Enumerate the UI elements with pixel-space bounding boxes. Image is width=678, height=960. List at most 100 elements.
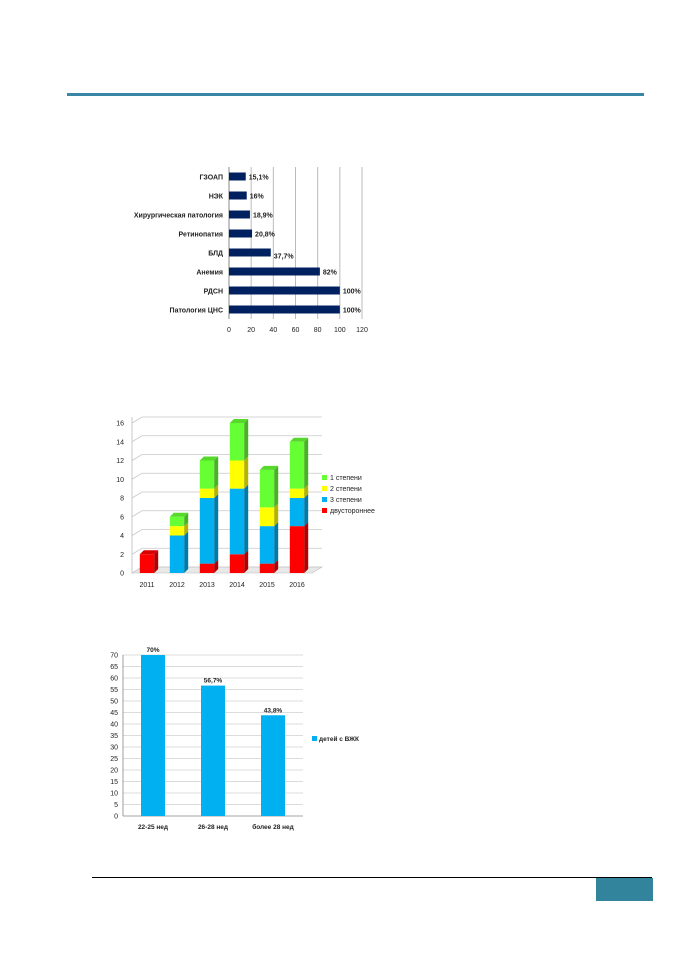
bar-segment-side [304,437,309,489]
bar-segment [289,488,305,498]
legend-label: 1 степени [330,475,362,482]
bar-top [169,512,189,517]
bar-segment [169,526,185,536]
header-rule [67,93,644,96]
data-label: 16% [250,194,265,201]
bar-segment-side [304,484,309,498]
data-label: 82% [323,270,338,277]
y-tick-label: 14 [116,439,124,446]
bar-segment [259,507,275,527]
bar-segment-side [244,456,249,489]
legend-swatch [322,475,327,480]
bar-top [139,550,159,555]
bar-segment-side [184,531,189,573]
y-gridline [131,416,322,424]
bar [229,229,253,238]
bar-segment-side [214,456,219,489]
y-tick-label: 5 [114,802,118,809]
bar-segment-side [274,559,279,573]
y-tick-label: 65 [110,664,118,671]
x-tick-label: 2014 [229,582,245,589]
y-tick-label: 0 [114,814,118,821]
bar-segment-side [304,494,309,527]
x-tick-label: 2015 [259,582,275,589]
y-tick-label: 60 [110,676,118,683]
y-tick-label: 45 [110,710,118,717]
y-tick-label: 2 [120,552,124,559]
data-label: 20,8% [255,232,276,239]
bar [229,267,320,276]
legend-label: 2 степени [330,486,362,493]
legend-swatch [322,497,327,502]
data-label: 15,1% [249,175,270,182]
bar-segment [259,563,275,573]
bar [229,191,247,200]
bar-segment [229,460,245,489]
bar-top [199,456,219,461]
complications-bar-chart: 0 20 40 60 80 100 120 ГЗОАП 15,1% НЭК 16% Хирургиче… [134,167,368,334]
x-tick-label: 2011 [139,582,154,589]
data-label: 37,7% [274,254,295,261]
x-tick-label: 2013 [199,582,215,589]
y-tick-label: 40 [110,722,118,729]
legend-label: двустороннее [330,508,375,515]
y-tick-label: 55 [110,687,118,694]
bar-segment [169,516,185,527]
data-label: 18,9% [253,213,274,220]
y-tick-label: 10 [116,477,124,484]
x-tick-label: 2012 [169,582,185,589]
x-tick-label: 22-25 нед [138,824,168,831]
bar-segment-side [184,522,189,536]
bar-segment-side [244,419,249,461]
bar-top [229,419,249,423]
data-label: 100% [343,289,362,296]
bar-segment [289,498,305,527]
category-label: Хирургическая патология [134,213,223,220]
bar-segment-side [244,550,249,573]
y-tick-label: 50 [110,699,118,706]
y-tick-label: 25 [110,756,118,763]
bar-segment-side [244,484,249,555]
y-tick-label: 70 [110,653,118,660]
bar-segment [229,488,245,555]
y-tick-label: 12 [116,458,124,465]
bar [229,286,340,295]
y-tick-label: 4 [120,533,124,540]
bar-segment [199,498,215,564]
bar-segment-side [304,522,309,573]
category-label: Анемия [196,270,223,277]
bar-segment-side [274,503,279,527]
x-tick-label: 2016 [289,582,305,589]
ivh-by-gestation-bar-chart: 0 5 10 15 20 25 30 35 40 45 50 55 60 65 70 70% 22-25 нед… [110,647,359,831]
y-tick-label: 20 [110,768,118,775]
y-tick-label: 0 [120,571,124,578]
bar-segment [169,535,185,573]
y-gridline [131,435,322,443]
bar-segment [139,554,155,573]
bar [261,715,285,816]
data-label: 70% [146,647,159,654]
bar-segment-side [184,512,189,527]
bar [201,685,225,816]
x-tick-label: 120 [356,327,368,334]
x-tick-label: 20 [247,327,255,334]
legend-swatch [312,736,317,741]
bar-segment [289,441,305,489]
y-tick-label: 16 [116,421,124,428]
legend-label: детей с ВЖК [319,735,359,743]
category-label: ГЗОАП [199,175,223,182]
category-label: Патология ЦНС [170,308,223,315]
x-tick-label: 80 [314,327,322,334]
category-label: БЛД [208,251,223,258]
bar-segment [199,563,215,573]
bar [229,305,340,314]
data-label: 56,7% [204,678,223,685]
legend-swatch [322,508,327,513]
bar-segment-side [214,494,219,564]
y-tick-label: 15 [110,779,118,786]
y-tick-label: 35 [110,733,118,740]
legend-swatch [322,486,327,491]
bar-segment [229,423,245,461]
bar-segment-side [214,484,219,498]
x-tick-label: 26-28 нед [198,824,228,831]
